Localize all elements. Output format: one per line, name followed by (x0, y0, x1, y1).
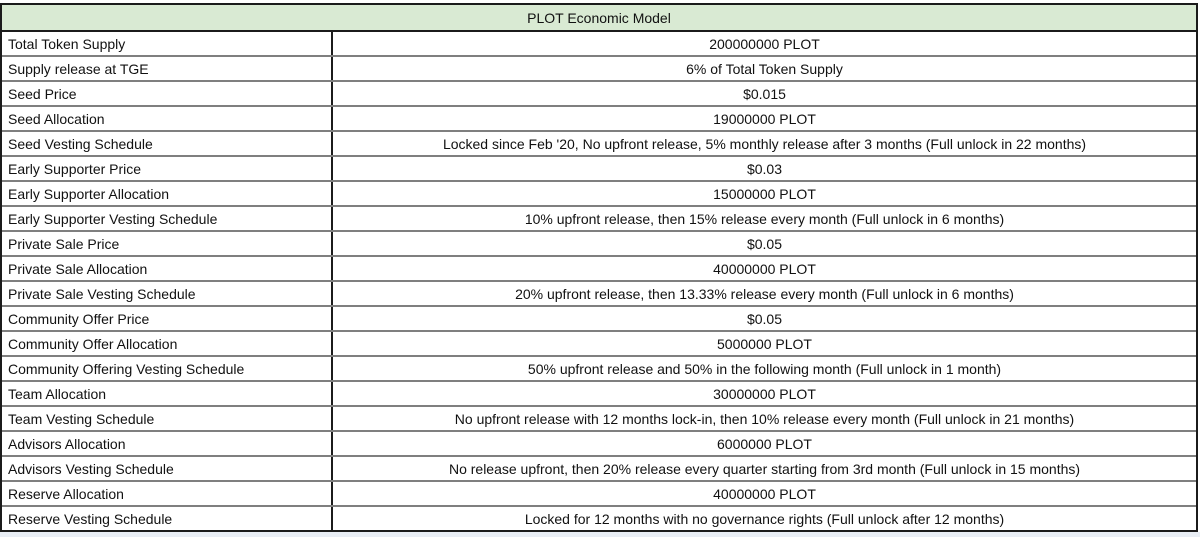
row-value: 19000000 PLOT (713, 110, 816, 127)
row-value: $0.015 (743, 85, 786, 102)
table-row: Team Allocation 30000000 PLOT (2, 380, 1196, 405)
row-value: No release upfront, then 20% release eve… (448, 460, 1081, 477)
table-row: Early Supporter Price $0.03 (2, 155, 1196, 180)
table-row: Community Offering Vesting Schedule 50% u… (2, 355, 1196, 380)
row-value: $0.05 (746, 235, 783, 252)
row-label: Reserve Allocation (2, 482, 333, 505)
row-value: Locked for 12 months with no governance … (524, 510, 1005, 527)
table-row: Community Offer Price $0.05 (2, 305, 1196, 330)
row-label: Total Token Supply (2, 32, 333, 55)
row-value: 50% upfront release and 50% in the follo… (527, 360, 1002, 377)
row-value: $0.03 (746, 160, 783, 177)
table-row: Private Sale Allocation 40000000 PLOT (2, 255, 1196, 280)
row-label: Early Supporter Price (2, 157, 333, 180)
table-row: Early Supporter Allocation 15000000 PLOT (2, 180, 1196, 205)
row-label: Advisors Vesting Schedule (2, 457, 333, 480)
table-row: Private Sale Vesting Schedule 20% upfront… (2, 280, 1196, 305)
row-label: Community Offer Price (2, 307, 333, 330)
table-row: Advisors Allocation 6000000 PLOT (2, 430, 1196, 455)
row-value: 6000000 PLOT (717, 435, 812, 452)
row-value: 20% upfront release, then 13.33% release… (515, 285, 1014, 302)
row-label: Seed Vesting Schedule (2, 132, 333, 155)
table-row: Early Supporter Vesting Schedule 10% upfr… (2, 205, 1196, 230)
row-value: $0.05 (746, 310, 783, 327)
row-value: 40000000 PLOT (713, 260, 816, 277)
row-value: 40000000 PLOT (713, 485, 816, 502)
row-label: Team Allocation (2, 382, 333, 405)
table-row: Team Vesting Schedule No upfront release … (2, 405, 1196, 430)
table-row: Seed Price $0.015 (2, 80, 1196, 105)
row-value: 30000000 PLOT (713, 385, 816, 402)
row-label: Private Sale Vesting Schedule (2, 282, 333, 305)
row-label: Advisors Allocation (2, 432, 333, 455)
row-value: 15000000 PLOT (713, 185, 816, 202)
row-value: 10% upfront release, then 15% release ev… (524, 210, 1005, 227)
row-label: Community Offering Vesting Schedule (2, 357, 333, 380)
row-label: Team Vesting Schedule (2, 407, 333, 430)
page-background-below-table (0, 532, 1200, 537)
table-row: Seed Allocation 19000000 PLOT (2, 105, 1196, 130)
row-label: Community Offer Allocation (2, 332, 333, 355)
table-row: Seed Vesting Schedule Locked since Feb '2… (2, 130, 1196, 155)
economic-model-table: PLOT Economic Model Total Token Supply 20… (0, 3, 1198, 532)
row-value: No upfront release with 12 months lock-i… (454, 410, 1075, 427)
row-value: 6% of Total Token Supply (686, 60, 843, 77)
table-row: Reserve Allocation 40000000 PLOT (2, 480, 1196, 505)
row-label: Private Sale Allocation (2, 257, 333, 280)
table-title: PLOT Economic Model (2, 5, 1196, 32)
table-row: Community Offer Allocation 5000000 PLOT (2, 330, 1196, 355)
table-row: Supply release at TGE 6% of Total Token S… (2, 55, 1196, 80)
row-label: Seed Price (2, 82, 333, 105)
row-value: Locked since Feb '20, No upfront release… (442, 135, 1087, 152)
table-row: Total Token Supply 200000000 PLOT (2, 32, 1196, 55)
row-value: 5000000 PLOT (717, 335, 812, 352)
row-label: Early Supporter Allocation (2, 182, 333, 205)
table-row: Advisors Vesting Schedule No release upfr… (2, 455, 1196, 480)
row-value: 200000000 PLOT (709, 35, 820, 52)
table-row: Private Sale Price $0.05 (2, 230, 1196, 255)
row-label: Early Supporter Vesting Schedule (2, 207, 333, 230)
row-label: Supply release at TGE (2, 57, 333, 80)
row-label: Private Sale Price (2, 232, 333, 255)
row-label: Reserve Vesting Schedule (2, 507, 333, 530)
row-label: Seed Allocation (2, 107, 333, 130)
table-row: Reserve Vesting Schedule Locked for 12 mo… (2, 505, 1196, 530)
